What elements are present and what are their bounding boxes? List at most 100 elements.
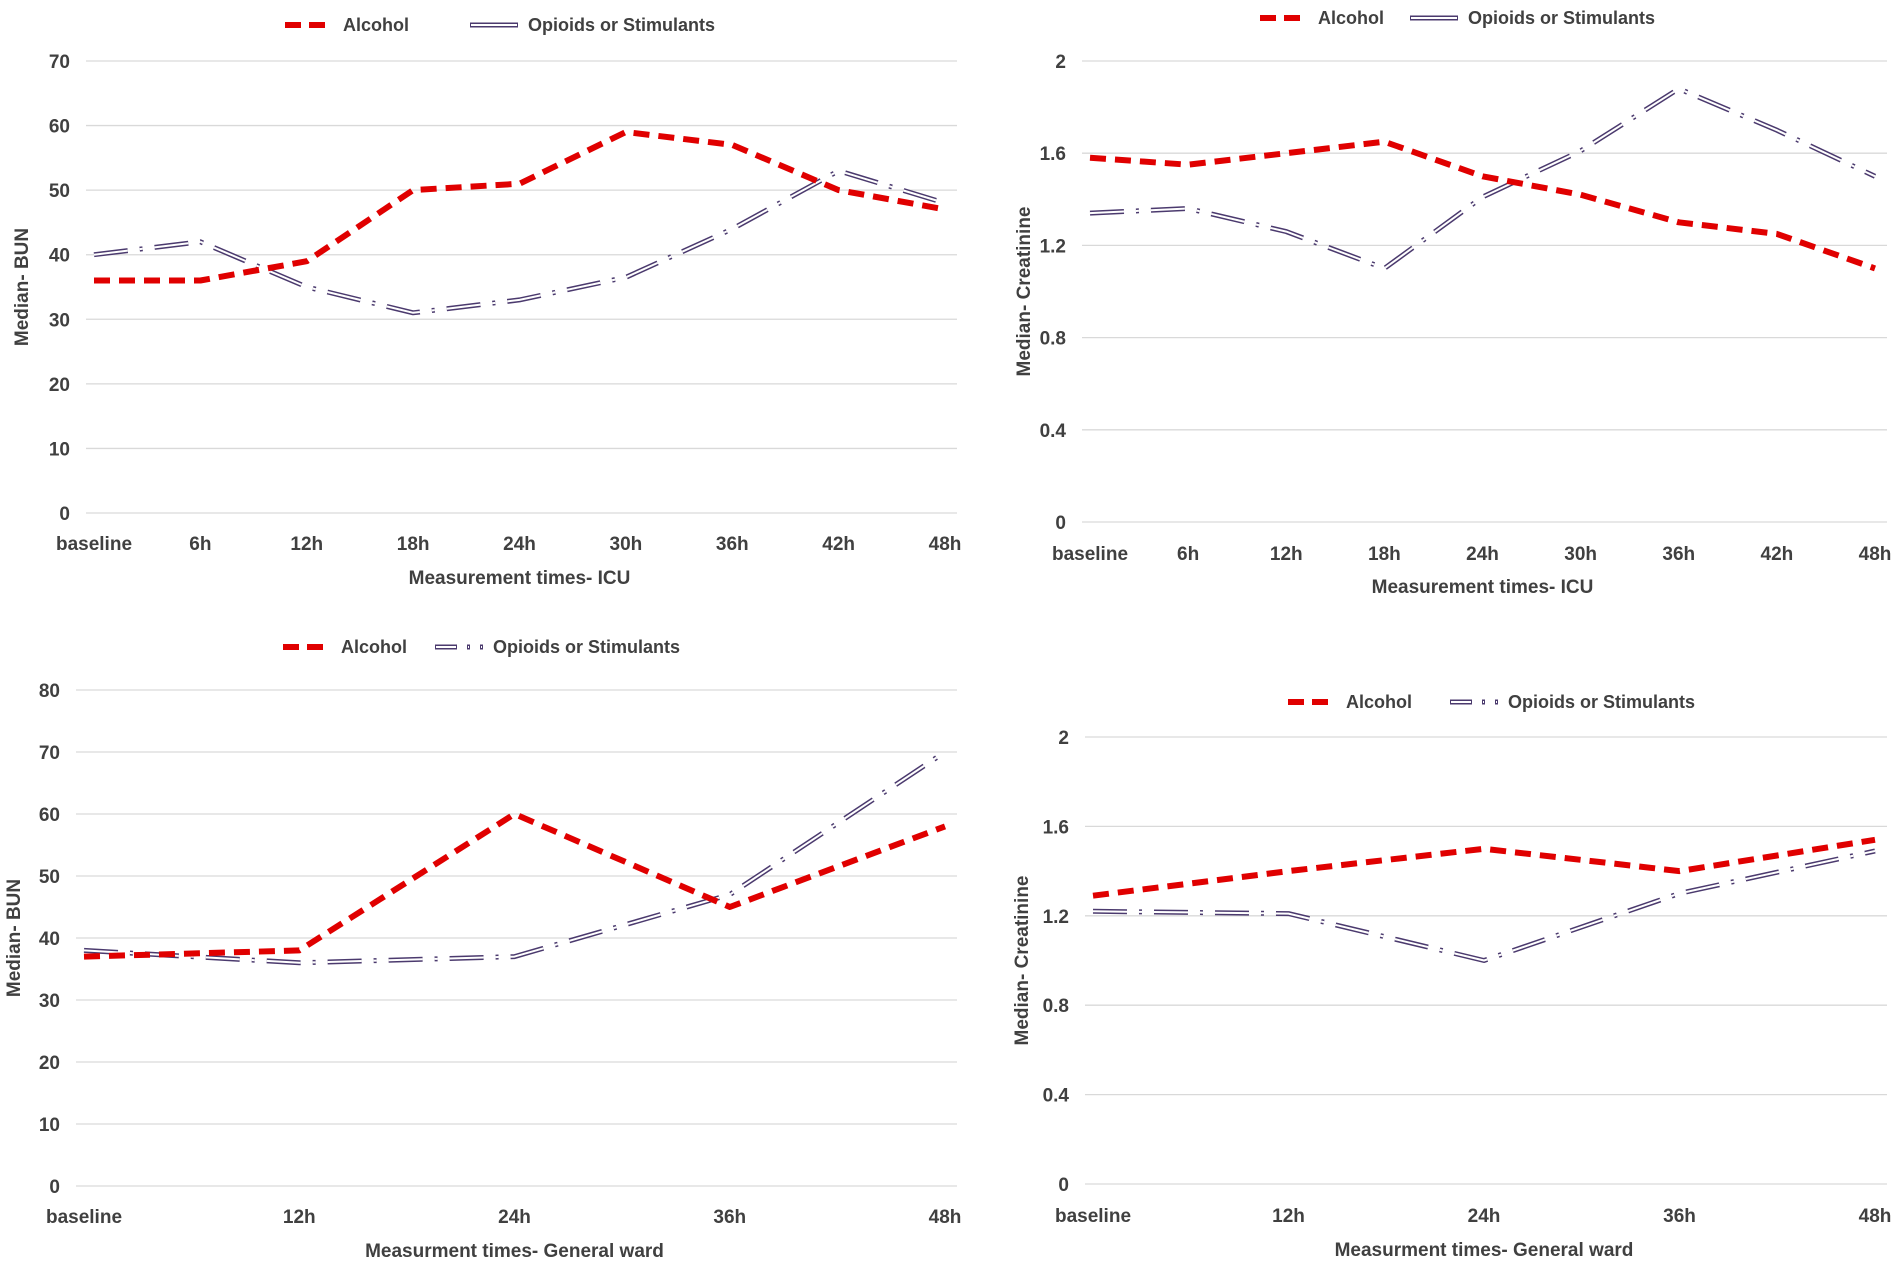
y-tick-label: 40 xyxy=(49,246,70,267)
y-tick-label: 1.6 xyxy=(1043,817,1069,838)
x-tick-label: 24h xyxy=(503,534,536,555)
y-tick-label: 1.2 xyxy=(1040,236,1066,257)
series-line-opioids xyxy=(1092,850,1876,962)
x-tick-label: 18h xyxy=(397,534,430,555)
series-line-opioids xyxy=(83,751,946,964)
x-axis-title: Measurement times- ICU xyxy=(1372,577,1594,598)
y-tick-label: 50 xyxy=(39,867,60,888)
series-line-opioids xyxy=(93,169,946,314)
y-axis-title: Median- BUN xyxy=(4,879,25,997)
y-axis-title: Median- Creatinine xyxy=(1012,876,1033,1046)
x-tick-label: 48h xyxy=(929,534,962,555)
y-tick-label: 60 xyxy=(39,805,60,826)
chart-icu-bun: 0 10 20 30 40 50 60 70 baseline 6h 12h 18h 24h 30h 36h… xyxy=(0,0,980,600)
chart-svg: 0 10 20 30 40 50 60 70 80 baseline 12h 24h 36h 48h Mea… xyxy=(4,637,962,1262)
y-tick-label: 1.6 xyxy=(1040,144,1066,165)
x-tick-label: 48h xyxy=(1859,1206,1892,1227)
x-tick-label: 12h xyxy=(1270,544,1303,565)
y-tick-label: 30 xyxy=(39,991,60,1012)
y-tick-label: 60 xyxy=(49,117,70,138)
legend-item-opioids: Opioids or Stimulants xyxy=(1410,8,1655,28)
series-line-opioids-outline xyxy=(1092,848,1876,963)
chart-ward-creatinine: 0 0.4 0.8 1.2 1.6 2 baseline 12h 24h 36h 48h Measur… xyxy=(990,620,1902,1265)
x-tick-label: 36h xyxy=(713,1207,746,1228)
legend-label: Opioids or Stimulants xyxy=(493,637,680,657)
y-tick-label: 0.4 xyxy=(1043,1086,1070,1107)
x-axis-title: Measurment times- General ward xyxy=(1335,1240,1634,1261)
y-tick-label: 70 xyxy=(49,52,70,73)
x-tick-label: 12h xyxy=(290,534,323,555)
series-line-opioids xyxy=(1089,87,1876,270)
x-axis-title: Measurment times- General ward xyxy=(365,1241,664,1262)
x-tick-label: 30h xyxy=(610,534,643,555)
y-tick-label: 0 xyxy=(1055,513,1066,534)
x-tick-label: baseline xyxy=(56,534,132,555)
series-line-opioids-outline xyxy=(83,749,947,966)
legend-item-alcohol: Alcohol xyxy=(283,637,407,657)
y-tick-label: 20 xyxy=(49,375,70,396)
legend-item-opioids: Opioids or Stimulants xyxy=(1450,692,1695,712)
legend-item-opioids: Opioids or Stimulants xyxy=(470,15,715,35)
x-tick-label: 18h xyxy=(1368,544,1401,565)
x-tick-label: 36h xyxy=(716,534,749,555)
x-tick-label: 42h xyxy=(1761,544,1794,565)
series-line-opioids-outline xyxy=(93,168,946,316)
y-tick-label: 0 xyxy=(59,504,70,525)
x-tick-label: 48h xyxy=(929,1207,962,1228)
y-tick-label: 2 xyxy=(1055,52,1066,73)
legend-label: Alcohol xyxy=(1346,692,1412,712)
series-line-alcohol xyxy=(94,129,946,284)
x-tick-label: 36h xyxy=(1662,544,1695,565)
y-tick-label: 2 xyxy=(1058,728,1069,749)
legend-label: Alcohol xyxy=(1318,8,1384,28)
series-line-alcohol xyxy=(1089,138,1876,272)
series-line-alcohol xyxy=(1092,836,1876,899)
legend-item-opioids: Opioids or Stimulants xyxy=(435,637,680,657)
y-tick-label: 0.8 xyxy=(1040,329,1066,350)
x-tick-label: 24h xyxy=(1468,1206,1501,1227)
legend-item-alcohol: Alcohol xyxy=(1288,692,1412,712)
chart-svg: 0 0.4 0.8 1.2 1.6 2 baseline 6h 12h 18h 24h 30h 36h 4… xyxy=(1014,8,1892,598)
x-tick-label: 36h xyxy=(1663,1206,1696,1227)
y-tick-label: 10 xyxy=(49,439,70,460)
legend-item-alcohol: Alcohol xyxy=(1260,8,1384,28)
x-tick-label: 48h xyxy=(1859,544,1892,565)
y-tick-label: 10 xyxy=(39,1115,60,1136)
x-tick-label: 6h xyxy=(189,534,211,555)
legend-label: Opioids or Stimulants xyxy=(1468,8,1655,28)
legend-label: Opioids or Stimulants xyxy=(528,15,715,35)
x-tick-label: 12h xyxy=(283,1207,316,1228)
y-tick-label: 0 xyxy=(49,1177,60,1198)
x-tick-label: 6h xyxy=(1177,544,1199,565)
y-axis-title: Median- Creatinine xyxy=(1014,207,1035,377)
series-line-alcohol xyxy=(83,811,947,960)
chart-svg: 0 0.4 0.8 1.2 1.6 2 baseline 12h 24h 36h 48h Measur… xyxy=(1012,692,1892,1261)
y-tick-label: 80 xyxy=(39,681,60,702)
y-tick-label: 40 xyxy=(39,929,60,950)
y-axis-title: Median- BUN xyxy=(12,228,33,346)
legend-label: Alcohol xyxy=(341,637,407,657)
x-axis-title: Measurement times- ICU xyxy=(409,568,631,589)
x-tick-label: 24h xyxy=(1466,544,1499,565)
y-tick-label: 70 xyxy=(39,743,60,764)
y-tick-label: 50 xyxy=(49,181,70,202)
y-tick-label: 20 xyxy=(39,1053,60,1074)
legend-label: Opioids or Stimulants xyxy=(1508,692,1695,712)
x-tick-label: 30h xyxy=(1564,544,1597,565)
legend-label: Alcohol xyxy=(343,15,409,35)
y-tick-label: 1.2 xyxy=(1043,907,1069,928)
x-tick-label: 24h xyxy=(498,1207,531,1228)
y-tick-label: 30 xyxy=(49,310,70,331)
x-tick-label: baseline xyxy=(1055,1206,1131,1227)
x-tick-label: 12h xyxy=(1272,1206,1305,1227)
chart-ward-bun: 0 10 20 30 40 50 60 70 80 baseline 12h 24h 36h 48h Mea… xyxy=(0,620,980,1265)
x-tick-label: baseline xyxy=(46,1207,122,1228)
legend-item-alcohol: Alcohol xyxy=(285,15,409,35)
chart-svg: 0 10 20 30 40 50 60 70 baseline 6h 12h 18h 24h 30h 36h… xyxy=(12,15,962,589)
chart-icu-creatinine: 0 0.4 0.8 1.2 1.6 2 baseline 6h 12h 18h 24h 30h 36h 4… xyxy=(990,0,1902,610)
x-tick-label: baseline xyxy=(1052,544,1128,565)
y-tick-label: 0.8 xyxy=(1043,996,1069,1017)
y-tick-label: 0.4 xyxy=(1040,421,1067,442)
x-tick-label: 42h xyxy=(822,534,855,555)
y-tick-label: 0 xyxy=(1058,1175,1069,1196)
